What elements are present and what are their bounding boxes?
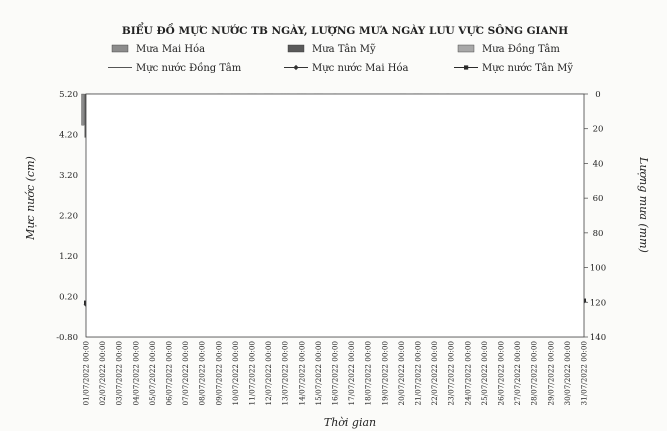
x-tick-label: 08/07/2022 00:00: [198, 341, 207, 406]
axes: [85, 93, 588, 338]
legend-item: Mưa Tân Mỹ: [287, 44, 376, 55]
x-tick-label: 29/07/2022 00:00: [546, 341, 555, 406]
x-tick-label: 17/07/2022 00:00: [347, 341, 356, 406]
y-right-tick-label: 140: [590, 333, 606, 343]
x-tick-label: 22/07/2022 00:00: [430, 341, 439, 406]
x-tick-label: 27/07/2022 00:00: [513, 341, 522, 406]
x-tick-label: 24/07/2022 00:00: [463, 341, 472, 406]
y-left-tick-label: 4.20: [59, 131, 78, 141]
chart-title: BIỂU ĐỒ MỰC NƯỚC TB NGÀY, LƯỢNG MƯA NGÀY…: [122, 21, 568, 37]
y-left-tick-label: 2.20: [59, 212, 78, 222]
x-tick-label: 05/07/2022 00:00: [148, 341, 157, 406]
x-axis-label: Thời gian: [324, 416, 376, 429]
x-tick-label: 15/07/2022 00:00: [314, 341, 323, 406]
x-tick-label: 20/07/2022 00:00: [397, 341, 406, 406]
legend-label: Mưa Mai Hóa: [136, 44, 205, 55]
tick-labels: 5.20 4.20 3.20 2.20 1.20 0.20 -0.80 0 20 40 60 80 10…: [56, 90, 606, 405]
x-tick-label: 18/07/2022 00:00: [364, 341, 373, 406]
y-right-tick-label: 0: [595, 90, 600, 100]
legend-item: Mưa Đồng Tâm: [457, 44, 560, 55]
x-tick-label: 11/07/2022 00:00: [248, 341, 257, 406]
y-left-tick-label: 3.20: [59, 171, 78, 181]
y-right-tick-label: 20: [593, 125, 604, 135]
legend-label: Mưa Tân Mỹ: [312, 44, 376, 55]
x-tick-label: 07/07/2022 00:00: [181, 341, 190, 406]
legend-item: Mực nước Mai Hóa: [284, 63, 408, 74]
legend-marker: [293, 64, 299, 71]
legend-swatch: [457, 44, 475, 53]
legend-item: Mực nước Đồng Tâm: [108, 63, 242, 74]
legend-label: Mực nước Đồng Tâm: [136, 63, 242, 74]
y-left-tick-label: 5.20: [59, 90, 78, 100]
y-axis-left-label: Mực nước (cm): [24, 156, 37, 241]
legend-item: Mực nước Tân Mỹ: [454, 63, 573, 74]
x-tick-label: 01/07/2022 00:00: [82, 341, 91, 406]
legend-swatch: [111, 44, 129, 53]
y-left-tick-label: -0.80: [56, 333, 78, 343]
y-right-tick-label: 40: [593, 159, 604, 169]
legend-label: Mực nước Tân Mỹ: [482, 63, 573, 74]
legend-swatch: [287, 44, 305, 53]
x-tick-label: 10/07/2022 00:00: [231, 341, 240, 406]
y-right-tick-label: 80: [593, 229, 604, 239]
x-tick-label: 25/07/2022 00:00: [480, 341, 489, 406]
x-tick-label: 06/07/2022 00:00: [165, 341, 174, 406]
x-tick-label: 14/07/2022 00:00: [297, 341, 306, 406]
x-tick-label: 21/07/2022 00:00: [414, 341, 423, 406]
x-tick-label: 30/07/2022 00:00: [563, 341, 572, 406]
x-tick-label: 12/07/2022 00:00: [264, 341, 273, 406]
y-left-tick-label: 0.20: [59, 293, 78, 303]
x-tick-label: 02/07/2022 00:00: [98, 341, 107, 406]
legend-marker: [464, 65, 469, 70]
rain-bar: [81, 93, 85, 126]
y-left-tick-label: 1.20: [59, 252, 78, 262]
legend-item: Mưa Mai Hóa: [111, 44, 205, 55]
y-right-tick-label: 120: [590, 298, 606, 308]
y-axis-right-label: Lượng mưa (mm): [637, 156, 650, 253]
y-right-tick-label: 100: [590, 264, 606, 274]
plot-area: [85, 93, 585, 338]
x-tick-label: 31/07/2022 00:00: [580, 341, 589, 406]
x-tick-label: 28/07/2022 00:00: [530, 341, 539, 406]
y-right-tick-label: 60: [593, 194, 604, 204]
x-tick-label: 23/07/2022 00:00: [447, 341, 456, 406]
x-tick-label: 09/07/2022 00:00: [214, 341, 223, 406]
legend: Mưa Mai Hóa Mưa Tân Mỹ Mưa Đồng Tâm Mực nướ…: [108, 44, 573, 74]
legend-label: Mưa Đồng Tâm: [482, 44, 560, 55]
x-tick-label: 03/07/2022 00:00: [115, 341, 124, 406]
x-tick-label: 19/07/2022 00:00: [380, 341, 389, 406]
x-tick-label: 16/07/2022 00:00: [331, 341, 340, 406]
x-tick-label: 13/07/2022 00:00: [281, 341, 290, 406]
x-tick-label: 26/07/2022 00:00: [497, 341, 506, 406]
legend-label: Mực nước Mai Hóa: [312, 63, 408, 74]
x-tick-label: 04/07/2022 00:00: [131, 341, 140, 406]
